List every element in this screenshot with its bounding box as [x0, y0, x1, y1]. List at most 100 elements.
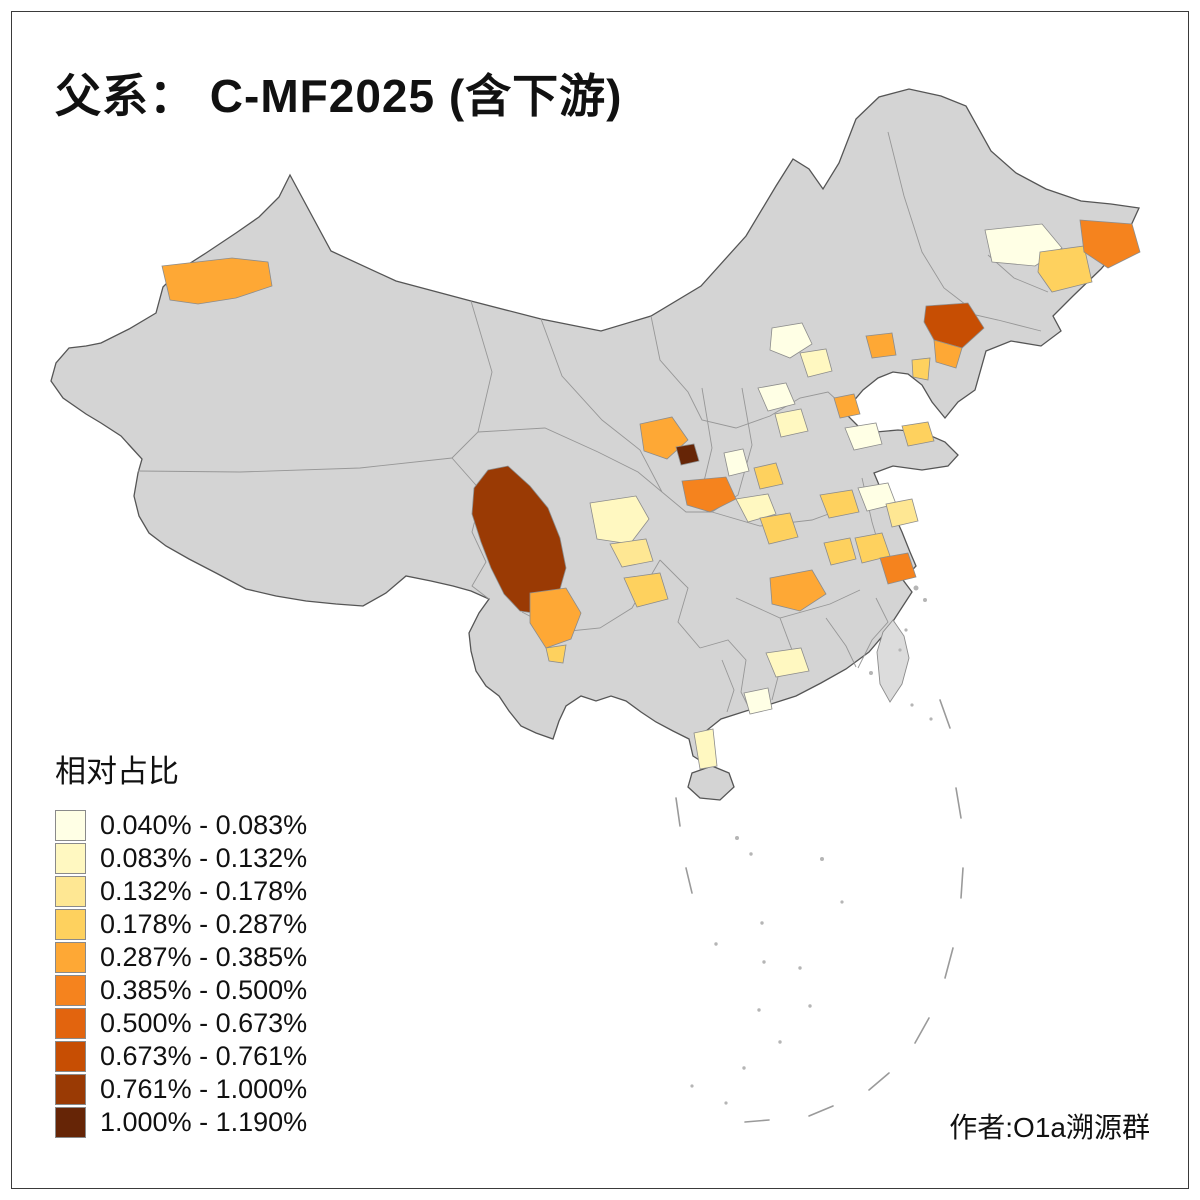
- sea-dash: [744, 1119, 770, 1123]
- legend-item: 0.132% - 0.178%: [55, 875, 307, 908]
- map-region: [833, 393, 861, 419]
- island-dot: [808, 1004, 812, 1008]
- island-dot: [913, 585, 919, 591]
- page-title: 父系： C-MF2025 (含下游): [55, 70, 623, 122]
- island-dot: [724, 1101, 728, 1105]
- island-dot: [749, 852, 753, 856]
- map-region: [609, 538, 654, 568]
- island-dot: [757, 1008, 761, 1012]
- hainan-island: [687, 765, 735, 801]
- map-region: [757, 382, 796, 412]
- map-region: [769, 322, 813, 359]
- map-region: [885, 498, 919, 528]
- legend-label: 0.385% - 0.500%: [100, 975, 308, 1005]
- legend-label: 0.178% - 0.287%: [100, 909, 308, 939]
- legend-label: 0.500% - 0.673%: [100, 1008, 308, 1038]
- legend-item: 0.178% - 0.287%: [55, 908, 307, 941]
- legend-label: 0.287% - 0.385%: [100, 942, 308, 972]
- province-border: [825, 617, 857, 668]
- legend-swatch: [55, 1074, 86, 1105]
- legend-item: 0.673% - 0.761%: [55, 1040, 307, 1073]
- legend-label: 1.000% - 1.190%: [100, 1107, 308, 1137]
- map-region: [735, 493, 777, 523]
- island-dot: [929, 717, 933, 721]
- map-region: [753, 462, 784, 490]
- legend-label: 0.040% - 0.083%: [100, 810, 308, 840]
- province-border: [659, 559, 701, 649]
- map-region: [693, 728, 718, 770]
- map-region: [774, 408, 809, 438]
- island-dot: [742, 1066, 746, 1070]
- map-region: [799, 348, 833, 378]
- map-region: [675, 443, 700, 466]
- map-region: [844, 422, 883, 451]
- map-region: [879, 552, 917, 585]
- sea-dash: [808, 1105, 834, 1117]
- island-dot: [735, 836, 739, 840]
- legend-swatch: [55, 909, 86, 940]
- map-region: [723, 448, 750, 477]
- sea-dash: [960, 867, 964, 899]
- map-region: [901, 421, 935, 447]
- legend-title: 相对占比: [55, 754, 179, 789]
- map-region: [545, 644, 567, 664]
- legend-item: 1.000% - 1.190%: [55, 1106, 307, 1139]
- legend-label: 0.132% - 0.178%: [100, 876, 308, 906]
- choropleth-regions: [161, 219, 1141, 770]
- map-region: [823, 537, 857, 566]
- province-border: [137, 457, 453, 473]
- map-region: [911, 357, 931, 381]
- sea-dash: [939, 699, 951, 729]
- sea-dash: [944, 947, 954, 979]
- island-dot: [923, 598, 927, 602]
- sea-dash: [955, 787, 962, 819]
- sea-boundary-dashes: [675, 699, 964, 1123]
- map-region: [623, 572, 669, 608]
- map-region: [529, 587, 582, 649]
- legend-label: 0.673% - 0.761%: [100, 1041, 308, 1071]
- island-dot: [690, 1084, 694, 1088]
- map-region: [1037, 245, 1093, 293]
- province-border: [735, 589, 861, 619]
- island-dot: [820, 857, 824, 861]
- legend-swatch: [55, 975, 86, 1006]
- map-region: [865, 332, 897, 359]
- island-dot: [904, 628, 908, 632]
- island-dot: [910, 703, 914, 707]
- legend-swatch: [55, 876, 86, 907]
- legend-item: 0.287% - 0.385%: [55, 941, 307, 974]
- map-region: [819, 489, 860, 519]
- island-dot: [762, 960, 766, 964]
- legend-item: 0.500% - 0.673%: [55, 1007, 307, 1040]
- legend-swatch: [55, 810, 86, 841]
- province-border: [699, 639, 753, 715]
- map-region: [759, 512, 799, 545]
- island-dot: [840, 900, 844, 904]
- sea-dash: [914, 1017, 930, 1044]
- province-border: [721, 659, 735, 713]
- province-border: [887, 131, 971, 309]
- legend-item: 0.083% - 0.132%: [55, 842, 307, 875]
- province-border: [857, 597, 889, 669]
- legend-item: 0.385% - 0.500%: [55, 974, 307, 1007]
- china-mainland: [50, 88, 1140, 764]
- island-dot: [898, 648, 902, 652]
- island-dot: [869, 671, 873, 675]
- province-border: [661, 491, 712, 513]
- map-region: [161, 257, 273, 305]
- island-dot: [760, 921, 764, 925]
- province-border: [650, 315, 851, 429]
- sea-dash: [868, 1072, 890, 1091]
- legend-label: 0.083% - 0.132%: [100, 843, 308, 873]
- legend-swatch: [55, 1008, 86, 1039]
- attribution: 作者:O1a溯源群: [949, 1112, 1150, 1143]
- legend-swatch: [55, 1107, 86, 1138]
- map-region: [769, 569, 827, 612]
- island-dot: [798, 966, 802, 970]
- legend: 相对占比 0.040% - 0.083% 0.083% - 0.132% 0.1…: [55, 746, 307, 1139]
- legend-swatch: [55, 843, 86, 874]
- island-dot: [714, 942, 718, 946]
- legend-label: 0.761% - 1.000%: [100, 1074, 308, 1104]
- map-region: [765, 647, 810, 678]
